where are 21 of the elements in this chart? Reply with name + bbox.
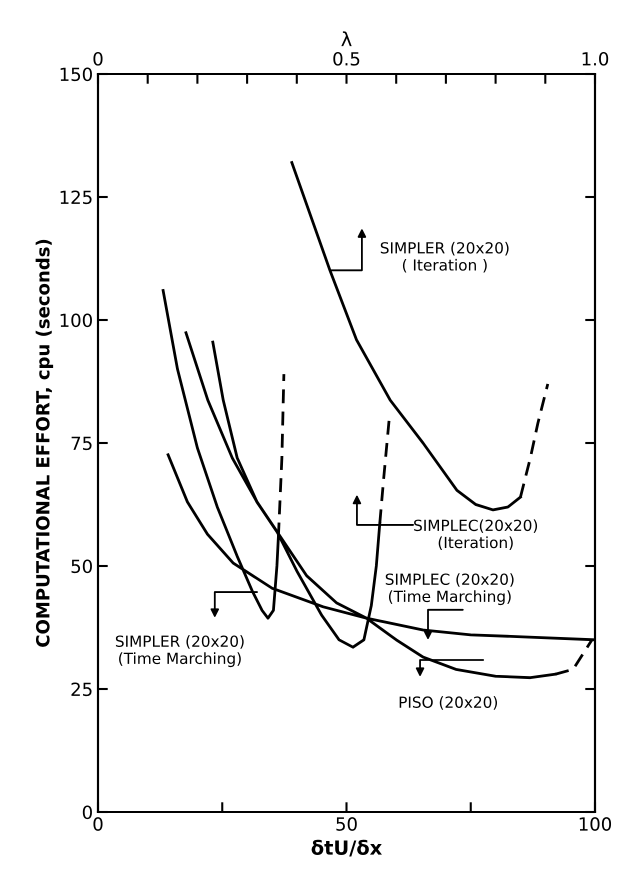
y-axis-title: COMPUTATIONAL EFFORT, cpu (seconds) (36, 240, 54, 647)
annotation: SIMPLEC (20x20) (Time Marching) (386, 573, 514, 606)
x2-tick-label: 0 (93, 52, 103, 66)
annotation: SIMPLER (20x20) ( Iteration ) (380, 242, 509, 273)
annotation: PISO (20x20) (400, 696, 498, 710)
annotation: SIMPLER (20x20) (Time Marching) (116, 635, 244, 668)
y-tick-label: 75 (72, 436, 92, 450)
y-tick-label: 50 (72, 559, 92, 574)
x-axis-title: δtU/δx (312, 840, 382, 856)
annotation: SIMPLEC(20x20) (Iteration) (414, 519, 538, 550)
y-tick-label: 0 (82, 805, 92, 820)
x-tick-label: 50 (336, 817, 357, 831)
y-tick-label: 125 (60, 190, 92, 204)
x-tick-label: 100 (580, 817, 612, 831)
x2-axis-title: λ (341, 31, 352, 46)
y-tick-label: 100 (60, 313, 92, 328)
x-tick-label: 0 (93, 817, 103, 831)
y-tick-label: 150 (60, 67, 92, 82)
y-tick-label: 25 (71, 682, 92, 696)
x2-tick-label: 0.5 (333, 52, 360, 66)
x2-tick-label: 1.0 (582, 52, 608, 66)
